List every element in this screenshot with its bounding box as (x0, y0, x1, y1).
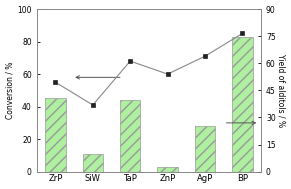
Bar (45, 98, 66, 172)
Bar (120, 100, 141, 172)
Y-axis label: Conversion / %: Conversion / % (6, 62, 15, 119)
Bar (157, 167, 178, 172)
Y-axis label: Yield of alditols / %: Yield of alditols / % (276, 54, 285, 127)
Bar (195, 126, 215, 172)
Bar (232, 37, 253, 172)
Bar (83, 154, 103, 172)
